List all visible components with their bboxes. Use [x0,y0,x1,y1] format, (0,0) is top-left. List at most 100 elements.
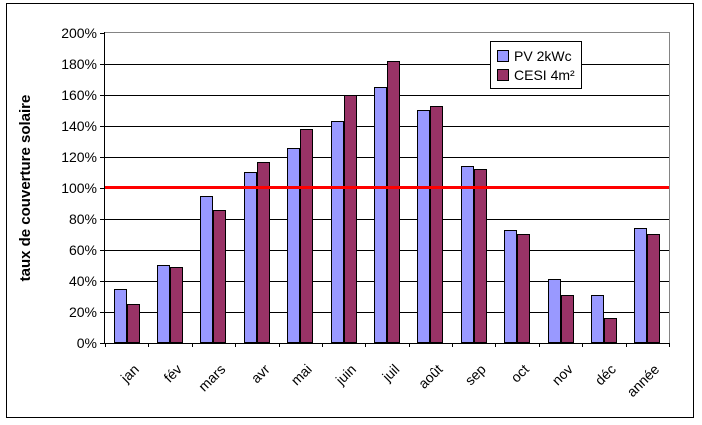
x-axis-label-mai: mai [288,361,316,389]
bar-group-mars [192,33,235,343]
x-axis-label-d-c: déc [592,361,620,389]
bar-cesi-4m-d-c [603,318,617,343]
bar-cesi-4m-ao-t [430,106,444,343]
x-axis-label-f-v: fév [160,361,186,386]
bar-cesi-4m-nov [560,295,574,343]
bar-pv-2kwc-jan [113,289,127,343]
y-tick-label-20pct: 20% [68,304,97,320]
y-tick-mark-100pct [100,188,105,189]
bar-pv-2kwc-ao-t [417,110,431,343]
bar-cesi-4m-mars [213,210,227,343]
bar-group-juin [322,33,365,343]
legend: PV 2kWc CESI 4m² [490,41,582,89]
plot-area: PV 2kWc CESI 4m² [104,32,670,347]
y-tick-label-40pct: 40% [68,273,97,289]
bar-pv-2kwc-nov [547,279,561,343]
bar-pv-2kwc-juin [330,121,344,343]
legend-label-cesi: CESI 4m² [514,66,575,83]
x-axis-label-juil: juil [378,361,403,385]
y-tick-label-160pct: 160% [61,87,97,103]
bar-cesi-4m-juil [386,61,400,343]
x-tick-mark-4 [279,343,280,347]
x-tick-mark-7 [409,343,410,347]
y-tick-mark-200pct [100,33,105,34]
x-tick-mark-6 [365,343,366,347]
x-tick-mark-3 [235,343,236,347]
bar-group-mai [279,33,322,343]
x-axis-label-sep: sep [462,361,490,389]
x-tick-mark-2 [192,343,193,347]
bar-cesi-4m-mai [300,129,314,343]
bar-pv-2kwc-mars [200,196,214,343]
bar-cesi-4m-f-v [170,267,184,343]
reference-line-100-percent [105,186,669,189]
x-axis-label-juin: juin [332,361,360,388]
y-tick-label-80pct: 80% [68,211,97,227]
bar-cesi-4m-avr [256,162,270,343]
y-tick-mark-120pct [100,157,105,158]
x-tick-mark-12 [626,343,627,347]
chart-frame: taux de couverture solaire 0% 20% 40% 60% 80… [6,3,694,418]
bar-pv-2kwc-avr [243,172,257,343]
x-axis-label-avr: avr [247,361,273,387]
bar-pv-2kwc-juil [373,87,387,343]
bar-cesi-4m-oct [517,234,531,343]
x-axis-label-oct: oct [507,361,533,386]
y-axis-line [104,32,105,344]
legend-item-pv: PV 2kWc [497,46,581,65]
x-axis-label-mars: mars [194,361,229,395]
bar-pv-2kwc-f-v [157,265,171,343]
bar-pv-2kwc-oct [504,230,518,343]
bar-group-oct [495,33,538,343]
y-tick-mark-20pct [100,312,105,313]
bar-group-jan [105,33,148,343]
y-tick-mark-180pct [100,64,105,65]
bar-pv-2kwc-mai [287,148,301,343]
bar-pv-2kwc-sep [460,166,474,343]
bar-group-sep [452,33,495,343]
y-tick-label-100pct: 100% [61,180,97,196]
x-axis-label-ann-e: année [623,361,663,400]
legend-label-pv: PV 2kWc [514,47,572,64]
x-axis-label-nov: nov [549,361,577,389]
y-tick-label-180pct: 180% [61,56,97,72]
x-axis-label-jan: jan [117,361,143,386]
x-axis-line [104,343,670,344]
legend-item-cesi: CESI 4m² [497,65,581,84]
legend-swatch-pv-icon [497,49,509,62]
x-tick-mark-9 [495,343,496,347]
x-tick-mark-0 [105,343,106,347]
legend-swatch-cesi-icon [497,68,509,81]
y-tick-label-140pct: 140% [61,118,97,134]
y-tick-label-0pct: 0% [76,335,97,351]
bar-cesi-4m-juin [343,95,357,343]
y-tick-mark-140pct [100,126,105,127]
plot-border-right [669,32,670,343]
bar-group-f-v [148,33,191,343]
bar-pv-2kwc-d-c [590,295,604,343]
x-tick-mark-5 [322,343,323,347]
bar-group-ann-e [626,33,669,343]
y-tick-label-200pct: 200% [61,25,97,41]
y-tick-mark-0pct [100,343,105,344]
bar-group-juil [365,33,408,343]
y-tick-mark-160pct [100,95,105,96]
x-tick-mark-8 [452,343,453,347]
bar-cesi-4m-ann-e [647,234,661,343]
y-tick-mark-60pct [100,250,105,251]
bar-cesi-4m-sep [473,169,487,343]
bar-group-avr [235,33,278,343]
x-tick-mark-1 [148,343,149,347]
x-tick-mark-11 [582,343,583,347]
x-axis-label-ao-t: août [414,361,446,392]
bar-group-d-c [582,33,625,343]
y-tick-mark-80pct [100,219,105,220]
bar-group-nov [539,33,582,343]
plot-border-top [104,32,670,33]
y-tick-label-60pct: 60% [68,242,97,258]
bar-pv-2kwc-ann-e [634,228,648,343]
bar-cesi-4m-jan [126,304,140,343]
y-tick-label-120pct: 120% [61,149,97,165]
y-tick-mark-40pct [100,281,105,282]
